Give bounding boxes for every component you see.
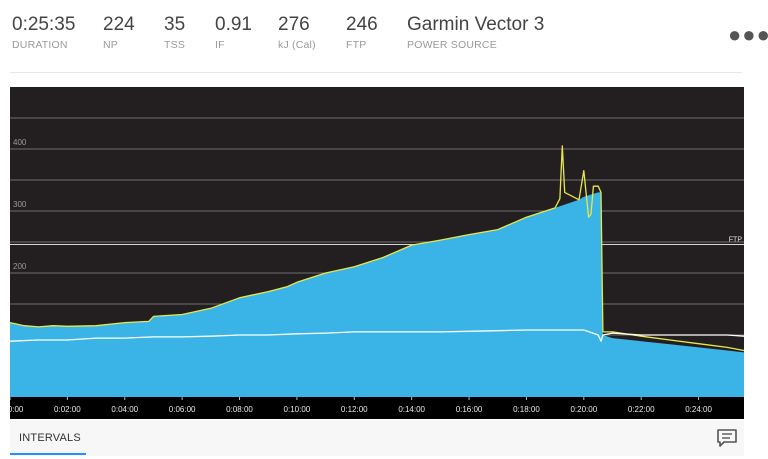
stat-ftp: 246 FTP xyxy=(346,14,378,51)
stat-np: 224 NP xyxy=(103,14,135,51)
x-tick-label: 0:02:00 xyxy=(54,405,81,414)
stat-value: 35 xyxy=(164,14,186,35)
power-chart-svg: 400 300 200 FTP 0:00:00 0:02:00 0:04:00 0:06:00… xyxy=(10,117,744,419)
stat-value: 276 xyxy=(278,14,310,35)
power-line xyxy=(10,145,744,352)
stat-label: DURATION xyxy=(12,39,68,51)
x-tick-label: 0:16:00 xyxy=(456,405,483,414)
x-tick-label: 0:12:00 xyxy=(341,405,368,414)
stat-if: 0.91 IF xyxy=(215,14,252,51)
x-tick-label: 0:04:00 xyxy=(111,405,138,414)
tab-intervals[interactable]: INTERVALS xyxy=(19,432,81,444)
summary-stats: 0:25:35 DURATION 224 NP 35 TSS 0.91 IF 2… xyxy=(0,0,768,72)
stat-label: IF xyxy=(215,39,225,51)
tab-bar: INTERVALS xyxy=(10,420,744,456)
stat-value: 0:25:35 xyxy=(12,14,76,35)
stat-duration: 0:25:35 DURATION xyxy=(12,14,75,51)
x-tick-label: 0:10:00 xyxy=(284,405,311,414)
stat-label: TSS xyxy=(164,39,186,51)
y-tick-label: 400 xyxy=(13,138,27,147)
stat-value: Garmin Vector 3 xyxy=(407,14,545,35)
power-area xyxy=(10,192,744,397)
tab-active-indicator xyxy=(10,453,86,455)
x-tick-label: 0:20:00 xyxy=(570,405,597,414)
stat-tss: 35 TSS xyxy=(164,14,185,51)
x-tick-label: 0:24:00 xyxy=(685,405,712,414)
x-tick-label: 0:22:00 xyxy=(628,405,655,414)
stat-value: 0.91 xyxy=(215,14,252,35)
x-axis-band xyxy=(10,397,744,419)
power-chart[interactable]: 400 300 200 FTP 0:00:00 0:02:00 0:04:00 0:06:00… xyxy=(10,87,744,419)
stat-label: FTP xyxy=(346,39,367,51)
x-tick-label: 0:00:00 xyxy=(10,405,24,414)
y-tick-label: 200 xyxy=(13,262,27,271)
x-tick-label: 0:06:00 xyxy=(169,405,196,414)
ftp-label: FTP xyxy=(729,236,743,243)
heart-rate-line xyxy=(10,329,744,342)
divider xyxy=(10,72,742,73)
x-tick-label: 0:08:00 xyxy=(226,405,253,414)
stat-value: 246 xyxy=(346,14,378,35)
comment-icon[interactable] xyxy=(716,428,738,448)
more-horizontal-icon[interactable]: ●●● xyxy=(728,22,768,47)
stat-power-source: Garmin Vector 3 POWER SOURCE xyxy=(407,14,544,51)
stat-label: POWER SOURCE xyxy=(407,39,497,51)
y-tick-label: 300 xyxy=(13,200,27,209)
stat-label: kJ (Cal) xyxy=(278,39,316,51)
stat-kj: 276 kJ (Cal) xyxy=(278,14,316,51)
stat-label: NP xyxy=(103,39,118,51)
stat-value: 224 xyxy=(103,14,135,35)
x-tick-label: 0:18:00 xyxy=(513,405,540,414)
x-tick-label: 0:14:00 xyxy=(398,405,425,414)
